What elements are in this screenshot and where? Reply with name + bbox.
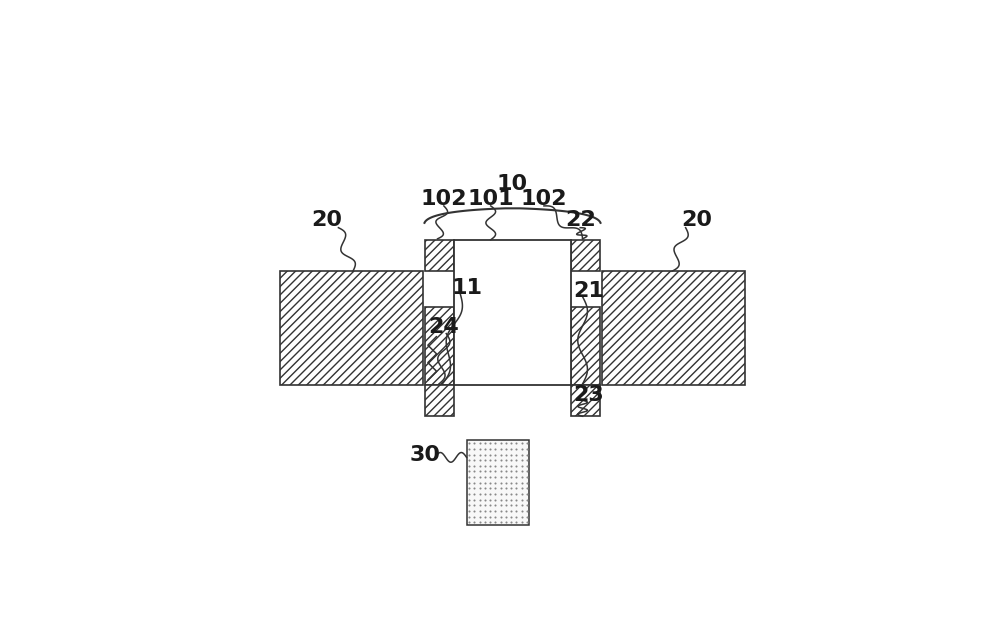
- Text: 23: 23: [574, 384, 604, 404]
- Bar: [280, 271, 423, 385]
- Text: 21: 21: [573, 281, 604, 301]
- Bar: [602, 271, 745, 385]
- Bar: [425, 385, 454, 416]
- Bar: [454, 240, 571, 385]
- Bar: [571, 385, 600, 416]
- Bar: [425, 308, 454, 385]
- Bar: [571, 240, 600, 271]
- Text: 20: 20: [681, 210, 712, 230]
- Bar: [571, 308, 600, 385]
- Bar: [467, 440, 529, 525]
- Text: 24: 24: [428, 317, 459, 337]
- Text: 102: 102: [521, 188, 567, 208]
- Text: 102: 102: [421, 188, 467, 208]
- Text: 22: 22: [565, 210, 596, 230]
- Text: 101: 101: [467, 188, 514, 208]
- Text: 11: 11: [451, 278, 482, 298]
- Text: 30: 30: [410, 445, 441, 465]
- Text: 10: 10: [497, 174, 528, 194]
- Text: 20: 20: [311, 210, 342, 230]
- Bar: [425, 240, 454, 271]
